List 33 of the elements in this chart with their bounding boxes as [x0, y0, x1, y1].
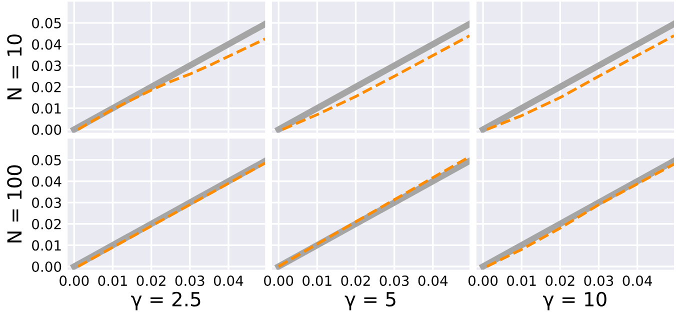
y-tick-label: 0.01 — [32, 103, 61, 114]
x-tick-label: 0.03 — [380, 276, 409, 286]
y-tick-label: 0.00 — [32, 124, 62, 135]
x-tick-label: 0.02 — [136, 276, 166, 286]
x-tick-label: 0.00 — [468, 276, 498, 286]
x-tick-label: 0.04 — [214, 276, 244, 286]
y-tick-label: 0.05 — [32, 18, 61, 28]
y-tick-label: 0.05 — [32, 154, 61, 166]
y-tick-label: 0.03 — [32, 60, 61, 72]
y-tick-label: 0.04 — [32, 39, 62, 50]
line-series — [76, 38, 266, 131]
y-axis-title: N = 10 — [7, 34, 22, 100]
y-tick-label: 0.00 — [32, 261, 62, 272]
x-tick-label: 0.01 — [302, 276, 332, 286]
x-tick-label: 0.03 — [175, 276, 204, 286]
y-tick-label: 0.03 — [32, 198, 61, 208]
x-tick-label: 0.02 — [546, 276, 574, 286]
y-tick-label: 0.02 — [32, 218, 61, 230]
y-tick-label: 0.04 — [32, 176, 62, 187]
y-tick-label: 0.02 — [32, 82, 61, 92]
y-tick-label: 0.01 — [32, 240, 61, 251]
x-tick-label: 0.01 — [507, 276, 536, 286]
x-axis-title: γ = 5 — [344, 292, 396, 310]
x-tick-label: 0.04 — [622, 276, 652, 286]
x-tick-label: 0.01 — [98, 276, 127, 286]
x-tick-label: 0.00 — [60, 276, 89, 286]
x-tick-label: 0.04 — [418, 276, 448, 286]
x-tick-label: 0.03 — [584, 276, 614, 286]
y-axis-title: N = 100 — [7, 165, 22, 242]
x-tick-label: 0.00 — [264, 276, 294, 286]
x-axis-title: γ = 10 — [543, 292, 606, 310]
x-axis-title: γ = 2.5 — [131, 292, 200, 310]
x-tick-label: 0.02 — [341, 276, 370, 286]
